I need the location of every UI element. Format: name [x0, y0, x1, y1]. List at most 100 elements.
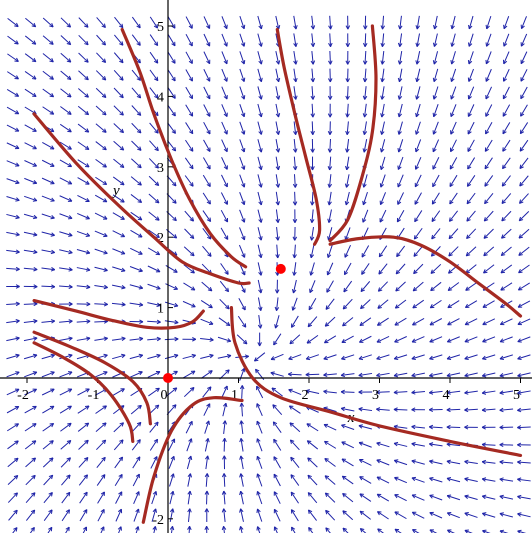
field-arrow-225 — [129, 266, 143, 273]
field-arrow-458 — [271, 387, 283, 397]
field-arrow-757 — [446, 407, 461, 413]
field-arrow-310 — [182, 353, 196, 360]
field-arrow-338 — [202, 386, 212, 398]
field-arrow-411 — [239, 156, 246, 170]
field-arrow-373 — [219, 298, 230, 310]
y-tick-label: 2 — [157, 231, 164, 246]
field-arrow-472 — [275, 139, 281, 153]
field-arrow-894 — [520, 104, 528, 117]
field-arrow-6 — [6, 423, 19, 432]
field-arrow-690 — [412, 529, 420, 533]
field-arrow-527 — [309, 226, 315, 241]
field-arrow-222 — [129, 319, 144, 325]
field-arrow-691 — [411, 511, 425, 519]
field-arrow-262 — [149, 140, 159, 152]
field-arrow-686 — [397, 68, 403, 83]
field-arrow-64 — [42, 457, 54, 468]
field-arrow-768 — [448, 210, 459, 222]
field-arrow-507 — [293, 50, 298, 65]
field-arrow-766 — [448, 246, 459, 257]
field-arrow-494 — [291, 279, 297, 294]
field-arrow-482 — [290, 491, 299, 504]
field-arrow-671 — [394, 336, 407, 343]
field-arrow-459 — [270, 371, 284, 377]
field-arrow-652 — [379, 139, 386, 153]
field-arrow-315 — [183, 264, 195, 274]
field-arrow-95 — [60, 439, 72, 450]
field-arrow-330 — [204, 525, 209, 533]
field-arrow-675 — [395, 263, 406, 275]
field-arrow-211 — [133, 508, 140, 522]
field-arrow-693 — [411, 476, 425, 483]
field-arrow-447 — [257, 51, 263, 65]
field-arrow-676 — [396, 245, 406, 258]
field-arrow-371 — [217, 336, 232, 343]
field-arrow-37 — [24, 405, 37, 414]
field-arrow-45 — [23, 266, 38, 272]
field-arrow-156 — [95, 422, 107, 433]
field-arrow-320 — [184, 175, 194, 187]
field-arrow-782 — [464, 494, 478, 500]
field-arrow-283 — [164, 301, 179, 308]
field-arrow-249 — [147, 370, 161, 378]
field-arrow-444 — [257, 103, 263, 118]
field-arrow-337 — [203, 403, 211, 416]
field-arrow-788 — [464, 390, 478, 395]
equilibrium-points — [163, 263, 286, 383]
field-arrow-605 — [358, 441, 372, 448]
field-arrow-572 — [342, 492, 354, 503]
field-arrow-846 — [499, 425, 514, 430]
field-arrow-263 — [149, 122, 159, 134]
field-arrow-551 — [324, 335, 337, 344]
field-arrow-309 — [183, 370, 196, 379]
field-arrow-359 — [203, 16, 211, 29]
field-arrow-79 — [41, 195, 55, 202]
field-arrow-859 — [501, 193, 512, 205]
field-arrow-29 — [7, 17, 19, 28]
field-arrow-52 — [24, 142, 37, 150]
field-arrow-663 — [394, 476, 408, 484]
field-arrow-358 — [203, 33, 211, 47]
field-arrow-665 — [393, 441, 408, 447]
field-arrow-732 — [429, 318, 443, 326]
field-arrow-776 — [450, 68, 457, 82]
field-arrow-388 — [221, 33, 228, 47]
field-arrow-673 — [394, 299, 407, 309]
field-arrow-149 — [78, 17, 89, 28]
field-arrow-876 — [517, 425, 531, 430]
field-arrow-626 — [362, 68, 368, 83]
field-arrow-21 — [6, 160, 20, 167]
field-arrow-414 — [239, 104, 246, 118]
x-tick-label: 2 — [302, 388, 309, 403]
field-arrow-246 — [149, 421, 159, 433]
field-arrow-471 — [275, 156, 281, 171]
field-arrow-849 — [499, 372, 514, 378]
field-arrow-553 — [325, 298, 335, 310]
field-arrow-248 — [148, 387, 160, 397]
field-arrow-784 — [464, 459, 478, 465]
field-arrow-648 — [379, 209, 387, 223]
field-arrow-632 — [376, 493, 390, 502]
field-arrow-816 — [481, 425, 496, 430]
equilibrium-point-0 — [163, 373, 173, 383]
field-arrow-699 — [411, 372, 425, 378]
field-arrow-450 — [273, 526, 278, 533]
field-arrow-105 — [59, 267, 73, 272]
field-arrow-118 — [60, 35, 72, 46]
field-arrow-539 — [310, 15, 316, 30]
field-arrow-545 — [324, 440, 337, 449]
field-arrow-56 — [24, 71, 37, 80]
field-arrow-250 — [147, 353, 161, 360]
field-arrow-76 — [41, 249, 56, 255]
field-arrow-508 — [293, 33, 298, 47]
field-arrow-244 — [150, 456, 158, 469]
field-arrow-470 — [275, 174, 281, 188]
field-arrow-328 — [185, 33, 193, 47]
field-arrow-800 — [466, 175, 476, 187]
field-arrow-172 — [95, 141, 107, 151]
field-arrow-143 — [77, 123, 90, 133]
field-arrow-20 — [6, 178, 20, 185]
field-arrow-66 — [42, 422, 55, 432]
field-arrow-480 — [291, 526, 296, 533]
field-arrow-316 — [183, 246, 195, 257]
